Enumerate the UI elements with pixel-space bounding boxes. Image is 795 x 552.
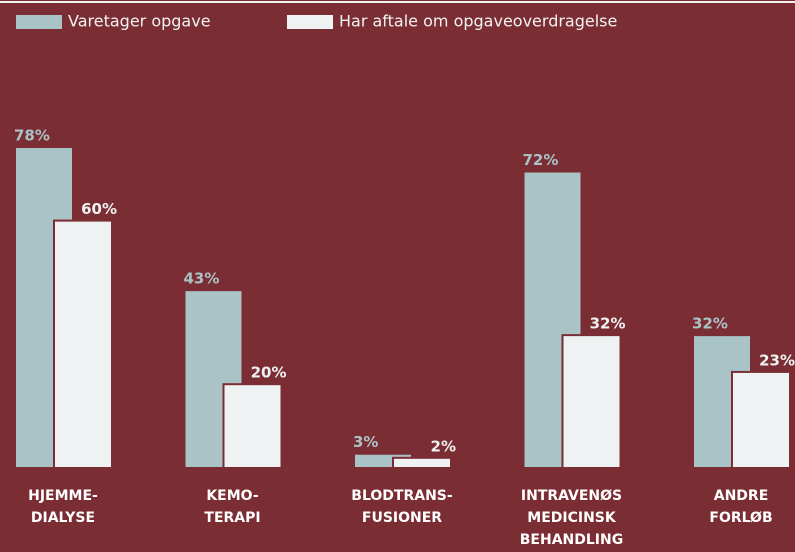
legend-label: Varetager opgave xyxy=(68,12,211,31)
value-label: 32% xyxy=(590,315,626,333)
category-label: ANDRE FORLØB xyxy=(709,488,772,526)
value-label: 43% xyxy=(184,270,220,288)
bar xyxy=(55,221,111,467)
legend-swatch xyxy=(287,15,333,29)
bar xyxy=(563,336,620,467)
legend-label: Har aftale om opgaveoverdragelse xyxy=(339,12,617,31)
category-label: BLODTRANS-FUSIONER xyxy=(351,488,453,526)
value-label: 23% xyxy=(759,351,795,369)
legend-swatch xyxy=(16,15,62,29)
category-label: KEMO-TERAPI xyxy=(204,488,260,526)
value-label: 3% xyxy=(353,433,378,451)
category-label: HJEMME-DIALYSE xyxy=(28,488,98,526)
bar xyxy=(733,372,789,467)
value-label: 20% xyxy=(251,364,287,382)
value-label: 72% xyxy=(523,151,559,169)
value-label: 32% xyxy=(692,315,728,333)
category-label: INTRAVENØS MEDICINSK BEHANDLING xyxy=(520,488,623,548)
value-label: 60% xyxy=(81,200,117,218)
value-label: 2% xyxy=(431,437,456,455)
bar xyxy=(394,458,450,467)
bar xyxy=(224,385,281,467)
value-label: 78% xyxy=(14,126,50,144)
